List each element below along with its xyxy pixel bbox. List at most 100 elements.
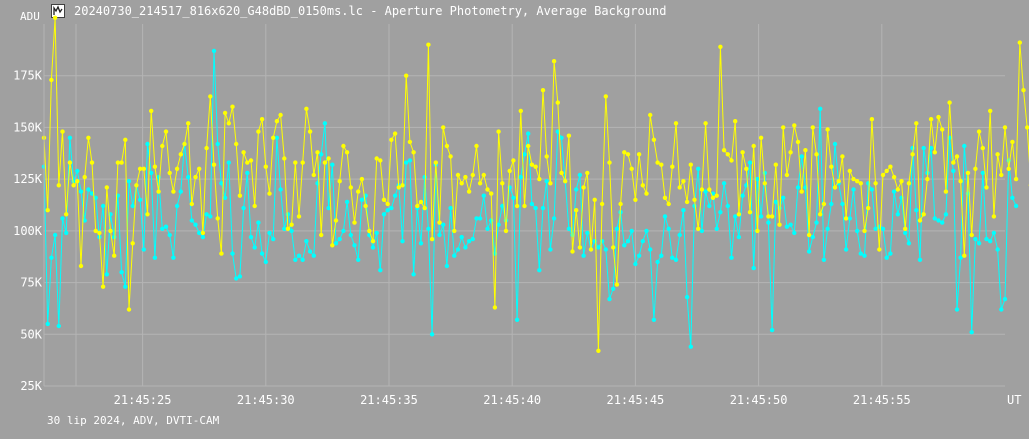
data-point xyxy=(104,185,110,190)
data-point xyxy=(267,230,272,236)
data-point xyxy=(204,145,209,151)
data-point xyxy=(296,214,302,219)
data-point xyxy=(437,220,442,225)
data-point xyxy=(903,226,908,231)
chart-app-icon[interactable] xyxy=(51,4,65,18)
data-point xyxy=(263,164,268,169)
data-point xyxy=(404,73,409,78)
data-point xyxy=(477,216,483,221)
data-point xyxy=(747,160,753,165)
data-point xyxy=(696,166,701,171)
data-point xyxy=(455,172,461,178)
data-point xyxy=(226,121,231,126)
x-tick-label: 21:45:45 xyxy=(606,393,664,407)
data-point xyxy=(988,239,993,244)
data-point xyxy=(855,228,860,234)
data-point xyxy=(385,208,390,213)
data-point xyxy=(537,268,542,273)
window-titlebar: 20240730_214517_816x620_G48dBD_0150ms.lc… xyxy=(0,0,1029,24)
data-point xyxy=(592,197,597,202)
data-point xyxy=(1013,176,1019,182)
data-point xyxy=(921,145,926,151)
data-point xyxy=(319,152,324,157)
data-point xyxy=(311,172,316,178)
data-point xyxy=(825,226,830,231)
data-point xyxy=(832,141,838,147)
y-tick-label: 125K xyxy=(13,172,43,186)
data-point xyxy=(463,174,468,180)
data-point xyxy=(729,255,734,260)
data-point xyxy=(636,253,642,258)
data-point xyxy=(296,253,302,258)
data-point xyxy=(736,234,742,240)
x-tick-label: 21:45:35 xyxy=(360,393,418,407)
data-point xyxy=(356,189,361,194)
data-point xyxy=(200,234,206,240)
data-point xyxy=(795,185,801,190)
data-point xyxy=(441,222,446,227)
data-point xyxy=(962,253,967,258)
data-point xyxy=(526,131,531,136)
data-point xyxy=(219,181,224,186)
data-point xyxy=(577,245,583,250)
data-point xyxy=(991,230,997,236)
x-tick-label: 21:45:25 xyxy=(114,393,172,407)
data-point xyxy=(540,88,546,93)
data-point xyxy=(477,181,483,186)
data-point xyxy=(248,158,254,163)
data-point xyxy=(197,230,202,236)
data-point xyxy=(514,203,520,209)
data-point xyxy=(208,94,213,99)
data-point xyxy=(596,348,601,353)
data-point xyxy=(222,110,228,116)
data-point xyxy=(226,160,231,165)
data-point xyxy=(282,156,287,161)
data-point xyxy=(344,150,350,155)
data-point xyxy=(160,143,165,149)
data-point xyxy=(522,203,527,209)
data-point xyxy=(526,143,531,149)
data-point xyxy=(806,232,812,238)
data-point xyxy=(799,189,804,194)
data-point xyxy=(381,212,387,217)
data-point xyxy=(52,15,58,20)
data-point xyxy=(677,185,682,190)
data-point xyxy=(914,208,919,213)
data-point xyxy=(758,135,764,140)
data-point xyxy=(282,226,287,231)
data-point xyxy=(193,174,198,180)
data-point xyxy=(648,112,653,118)
data-point xyxy=(825,127,830,132)
data-point xyxy=(481,172,486,178)
data-point xyxy=(877,247,882,252)
data-point xyxy=(367,228,372,234)
data-point xyxy=(392,131,398,136)
y-tick-label: 100K xyxy=(13,224,43,238)
data-point xyxy=(718,44,723,49)
window-title: 20240730_214517_816x620_G48dBD_0150ms.lc… xyxy=(74,4,667,18)
data-point xyxy=(215,141,220,147)
data-point xyxy=(873,226,878,231)
data-point xyxy=(836,179,841,184)
x-tick-label: 21:45:50 xyxy=(730,393,788,407)
data-point xyxy=(466,189,472,194)
data-point xyxy=(274,119,280,124)
data-point xyxy=(60,129,65,134)
data-point xyxy=(581,253,586,258)
data-point xyxy=(208,214,213,219)
data-point xyxy=(891,189,897,194)
data-point xyxy=(954,307,960,312)
data-point xyxy=(452,253,457,258)
data-point xyxy=(426,226,431,231)
data-point xyxy=(965,170,971,176)
data-point xyxy=(500,181,505,186)
data-point xyxy=(799,154,804,159)
data-point xyxy=(611,286,616,291)
data-point xyxy=(869,117,875,122)
data-point xyxy=(681,208,686,213)
data-point xyxy=(810,125,815,130)
data-point xyxy=(914,121,919,126)
data-point xyxy=(655,160,660,165)
data-point xyxy=(49,255,54,260)
